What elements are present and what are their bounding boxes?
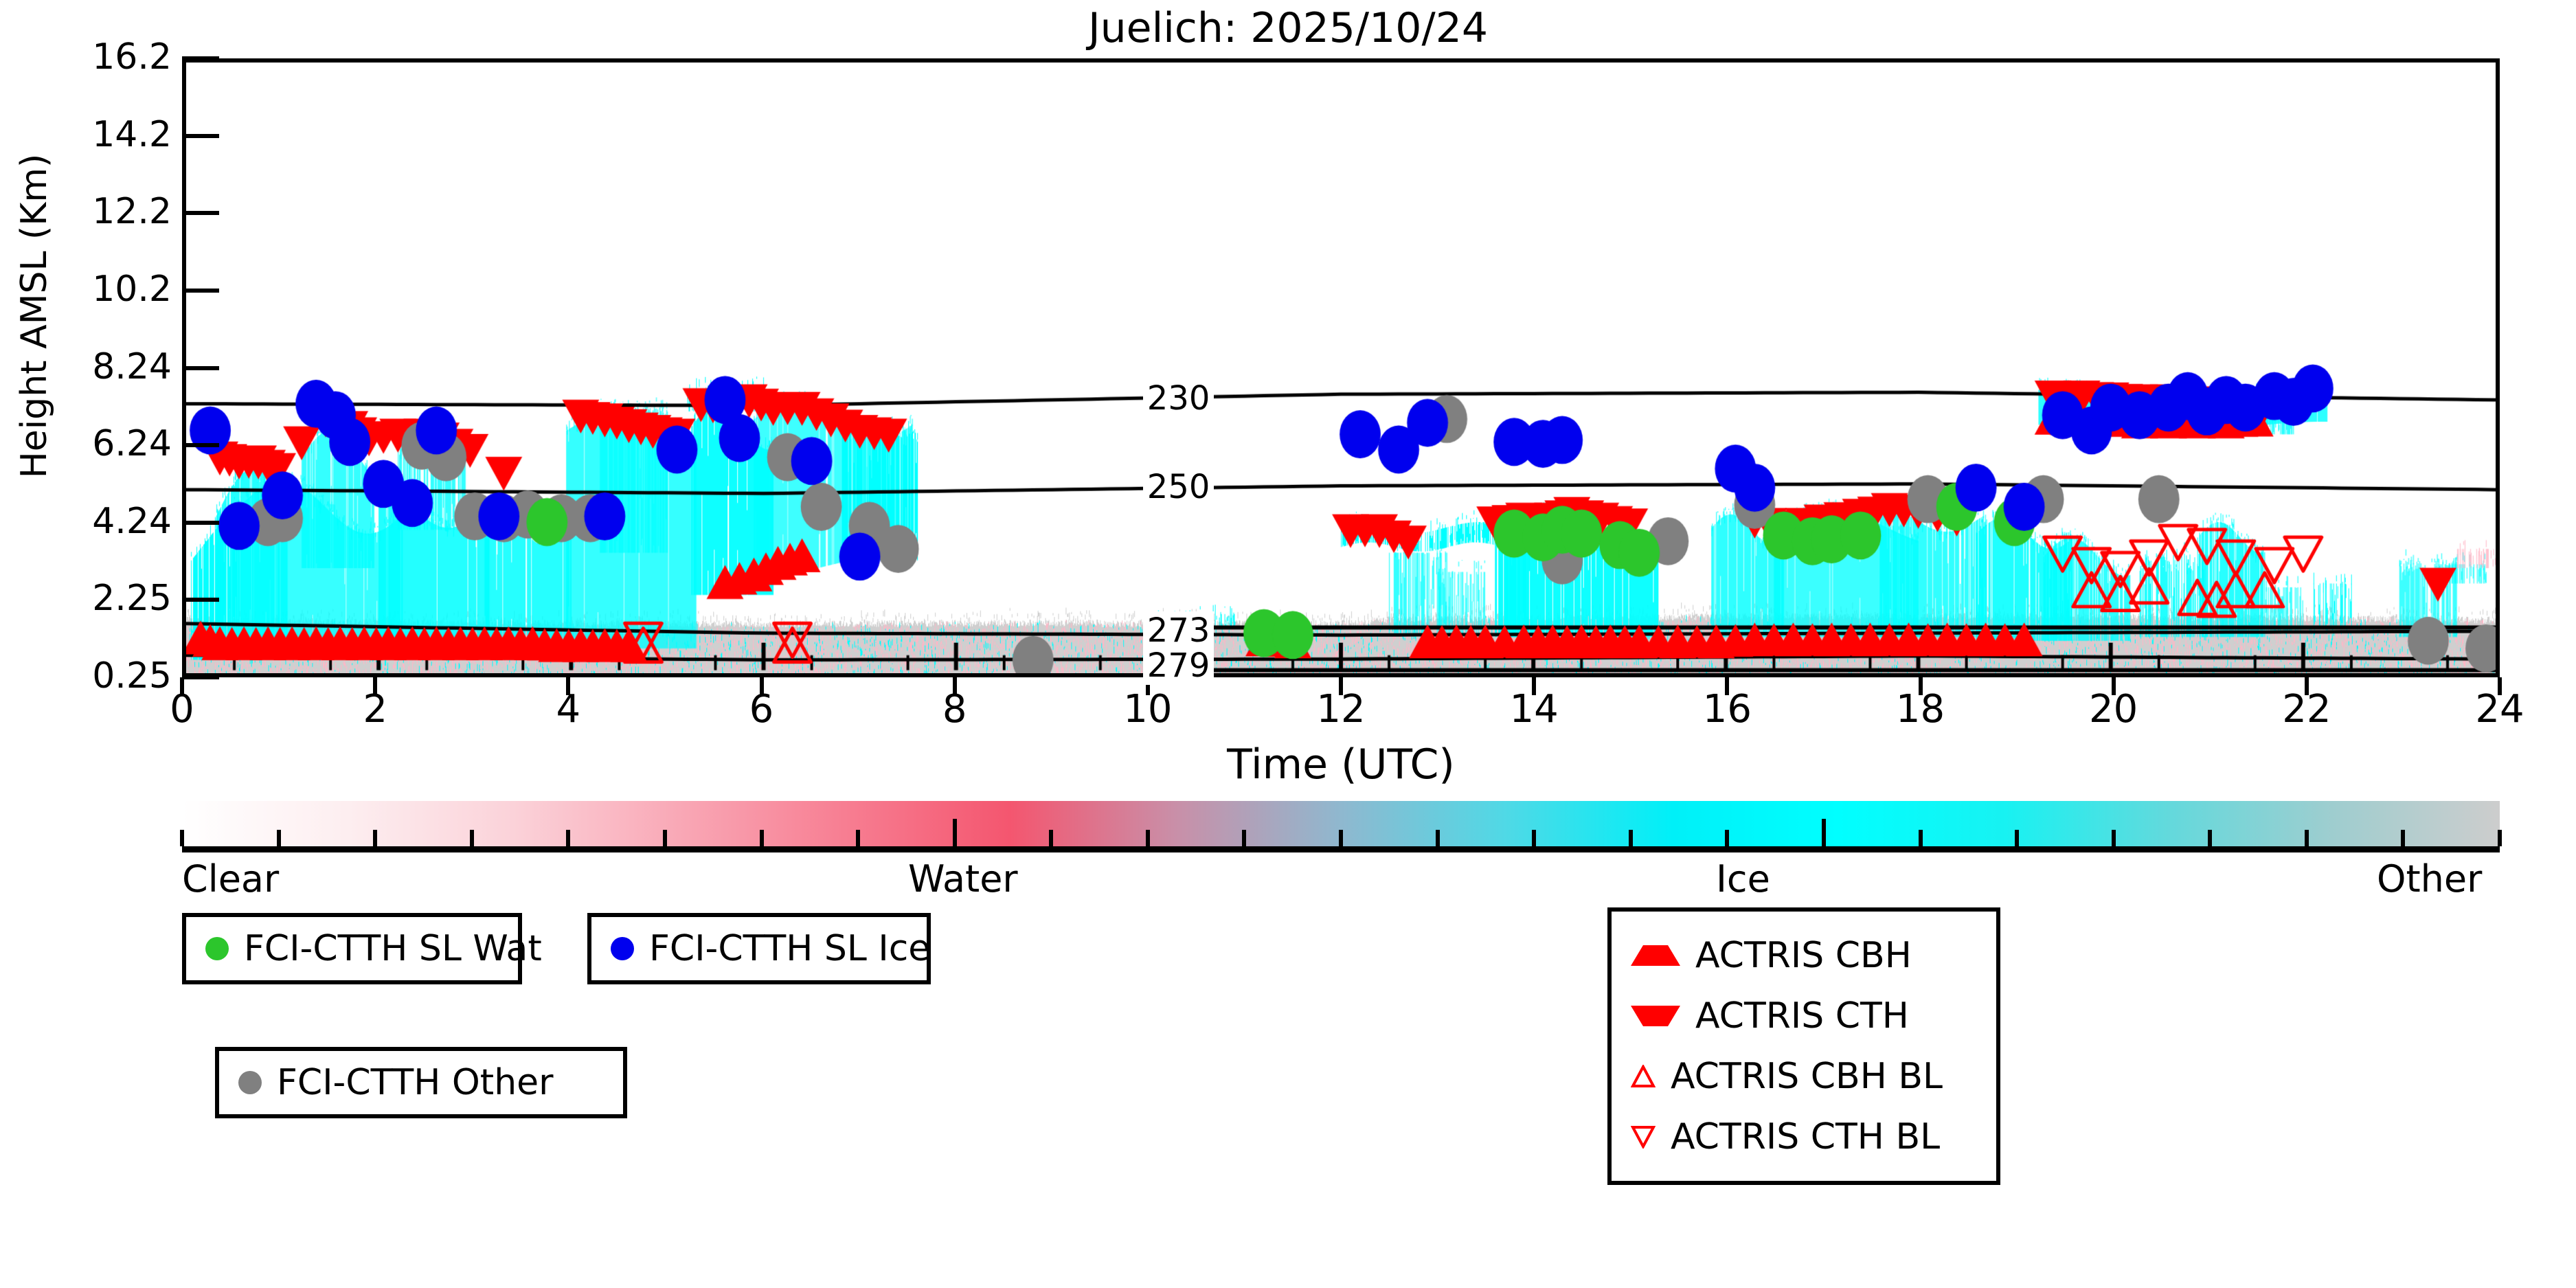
colorbar-tick <box>1435 830 1440 846</box>
x-tick-mark <box>952 677 957 695</box>
colorbar <box>180 801 2502 852</box>
triangle-up-open-icon <box>1631 1065 1656 1087</box>
colorbar-tick <box>856 830 861 846</box>
colorbar-tick <box>952 819 957 846</box>
legend-row: FCI-CTTH SL Ice <box>591 918 931 980</box>
y-tick-mark <box>182 675 219 679</box>
legend-label: FCI-CTTH SL Wat <box>244 928 542 969</box>
colorbar-label-ice: Ice <box>1716 857 1770 901</box>
colorbar-label-clear: Clear <box>182 857 280 901</box>
colorbar-tick <box>1145 830 1150 846</box>
y-tick-mark <box>182 211 219 216</box>
x-tick-mark <box>1725 677 1730 695</box>
triangle-down-filled-icon <box>1631 1006 1680 1026</box>
classification-plot <box>182 58 2500 677</box>
y-tick-label: 4.24 <box>92 500 172 542</box>
y-tick-mark <box>182 133 219 138</box>
x-tick-mark <box>759 677 764 695</box>
colorbar-tick <box>1821 819 1826 846</box>
colorbar-tick <box>2111 830 2116 846</box>
colorbar-tick <box>469 830 474 846</box>
x-tick-mark <box>1339 677 1343 695</box>
isotherm-label: 250 <box>1142 468 1214 507</box>
legend-fci-ctth-sl-ice[interactable]: FCI-CTTH SL Ice <box>587 913 931 984</box>
y-tick-label: 2.25 <box>92 578 172 620</box>
colorbar-tick <box>2015 830 2020 846</box>
x-tick-mark <box>2498 677 2502 695</box>
y-tick-label: 10.2 <box>92 268 172 310</box>
colorbar-tick <box>1628 830 1633 846</box>
colorbar-axis <box>180 819 2502 852</box>
x-axis-label: Time (UTC) <box>1227 741 1455 789</box>
triangle-down-open-icon <box>1631 1126 1656 1149</box>
x-tick-mark <box>1918 677 1923 695</box>
y-tick-label: 12.2 <box>92 191 172 233</box>
legend-row: FCI-CTTH SL Wat <box>186 918 542 980</box>
legend-row: ACTRIS CBH BL <box>1612 1046 1996 1107</box>
legend-row: ACTRIS CBH <box>1612 925 1996 986</box>
legend-label: ACTRIS CTH BL <box>1671 1116 1941 1157</box>
x-tick-mark <box>1145 677 1150 695</box>
legend-fci-ctth-sl-wat[interactable]: FCI-CTTH SL Wat <box>182 913 542 984</box>
colorbar-tick <box>2304 830 2309 846</box>
page-title: Juelich: 2025/10/24 <box>1087 4 1489 52</box>
grey-circle-icon <box>238 1071 262 1094</box>
colorbar-label-water: Water <box>908 857 1018 901</box>
isotherm-label: 273 <box>1142 611 1214 651</box>
legend-row: ACTRIS CTH BL <box>1612 1107 1996 1167</box>
legend-row: ACTRIS CTH <box>1612 986 1996 1046</box>
isotherm-label: 230 <box>1142 379 1214 418</box>
colorbar-tick <box>1725 830 1730 846</box>
legend-label: FCI-CTTH Other <box>277 1062 554 1103</box>
colorbar-tick <box>759 830 764 846</box>
triangle-up-filled-icon <box>1631 945 1680 966</box>
x-tick-mark <box>2111 677 2116 695</box>
x-tick-mark <box>566 677 571 695</box>
legend-label: ACTRIS CBH BL <box>1671 1056 1943 1097</box>
y-tick-mark <box>182 365 219 370</box>
y-tick-label: 16.2 <box>92 36 172 78</box>
colorbar-tick <box>1532 830 1537 846</box>
colorbar-tick <box>2208 830 2213 846</box>
x-tick-mark <box>1532 677 1537 695</box>
blue-circle-icon <box>611 937 634 960</box>
legend-fci-ctth-other[interactable]: FCI-CTTH Other <box>215 1047 627 1118</box>
colorbar-tick <box>1049 830 1054 846</box>
y-tick-mark <box>182 56 219 60</box>
colorbar-tick <box>1918 830 1923 846</box>
legend-actris[interactable]: ACTRIS CBH ACTRIS CTH ACTRIS CBH BL ACTR… <box>1607 907 2000 1185</box>
legend-label: FCI-CTTH SL Ice <box>649 928 931 969</box>
colorbar-tick <box>566 830 571 846</box>
colorbar-label-other: Other <box>2377 857 2483 901</box>
y-tick-label: 6.24 <box>92 423 172 465</box>
colorbar-tick <box>2498 830 2502 846</box>
y-tick-label: 8.24 <box>92 346 172 387</box>
y-tick-label: 0.25 <box>92 655 172 697</box>
colorbar-tick <box>276 830 281 846</box>
y-tick-mark <box>182 520 219 525</box>
x-tick-mark <box>2304 677 2309 695</box>
classification-canvas <box>186 63 2496 673</box>
colorbar-tick <box>662 830 667 846</box>
isotherm-label: 279 <box>1142 646 1214 686</box>
y-tick-label: 14.2 <box>92 113 172 155</box>
green-circle-icon <box>205 937 229 960</box>
y-tick-mark <box>182 598 219 602</box>
colorbar-tick <box>180 830 184 846</box>
y-tick-mark <box>182 443 219 448</box>
legend-label: ACTRIS CTH <box>1695 995 1909 1037</box>
colorbar-tick <box>1242 830 1247 846</box>
x-tick-mark <box>180 677 184 695</box>
x-tick-mark <box>373 677 378 695</box>
legend-label: ACTRIS CBH <box>1695 935 1912 976</box>
legend-row: FCI-CTTH Other <box>219 1052 623 1114</box>
colorbar-tick <box>1339 830 1343 846</box>
colorbar-tick <box>373 830 378 846</box>
colorbar-tick <box>2401 830 2406 846</box>
y-tick-mark <box>182 288 219 293</box>
